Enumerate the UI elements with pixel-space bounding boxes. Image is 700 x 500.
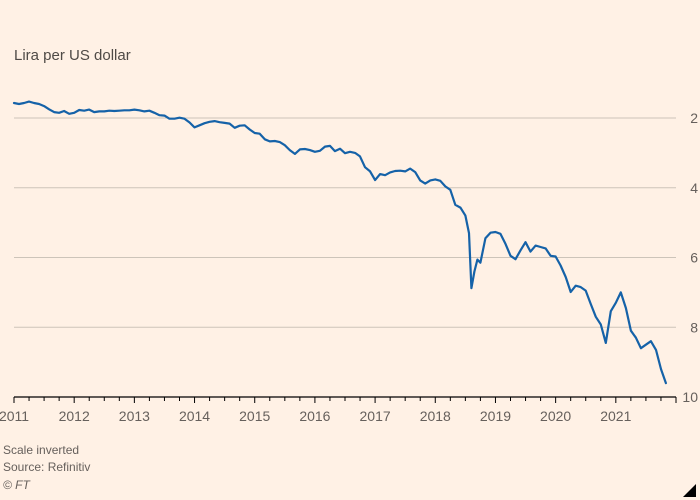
ft-brand-mark: © FT bbox=[3, 478, 30, 492]
source-credit: Source: Refinitiv bbox=[3, 460, 91, 474]
x-axis-year-label: 2019 bbox=[480, 408, 511, 424]
y-axis-tick-label: 8 bbox=[690, 319, 698, 335]
x-axis-year-label: 2015 bbox=[239, 408, 270, 424]
x-axis-year-label: 2021 bbox=[600, 408, 631, 424]
x-axis-year-label: 2013 bbox=[119, 408, 150, 424]
y-axis-tick-label: 2 bbox=[690, 110, 698, 126]
corner-triangle-icon bbox=[683, 484, 696, 497]
y-axis-tick-label: 6 bbox=[690, 250, 698, 266]
scale-inverted-note: Scale inverted bbox=[3, 443, 80, 457]
exchange-rate-line bbox=[12, 100, 668, 385]
x-axis-year-label: 2017 bbox=[360, 408, 391, 424]
x-axis-year-label: 2012 bbox=[59, 408, 90, 424]
y-axis-tick-label: 4 bbox=[690, 180, 698, 196]
x-axis-year-label: 2014 bbox=[179, 408, 210, 424]
x-axis-year-label: 2020 bbox=[540, 408, 571, 424]
chart-title: Lira per US dollar bbox=[14, 47, 131, 64]
x-axis-year-label: 2011 bbox=[0, 408, 29, 424]
y-axis-tick-label: 10 bbox=[682, 389, 698, 405]
x-axis-year-label: 2018 bbox=[420, 408, 451, 424]
x-axis-year-label: 2016 bbox=[299, 408, 330, 424]
